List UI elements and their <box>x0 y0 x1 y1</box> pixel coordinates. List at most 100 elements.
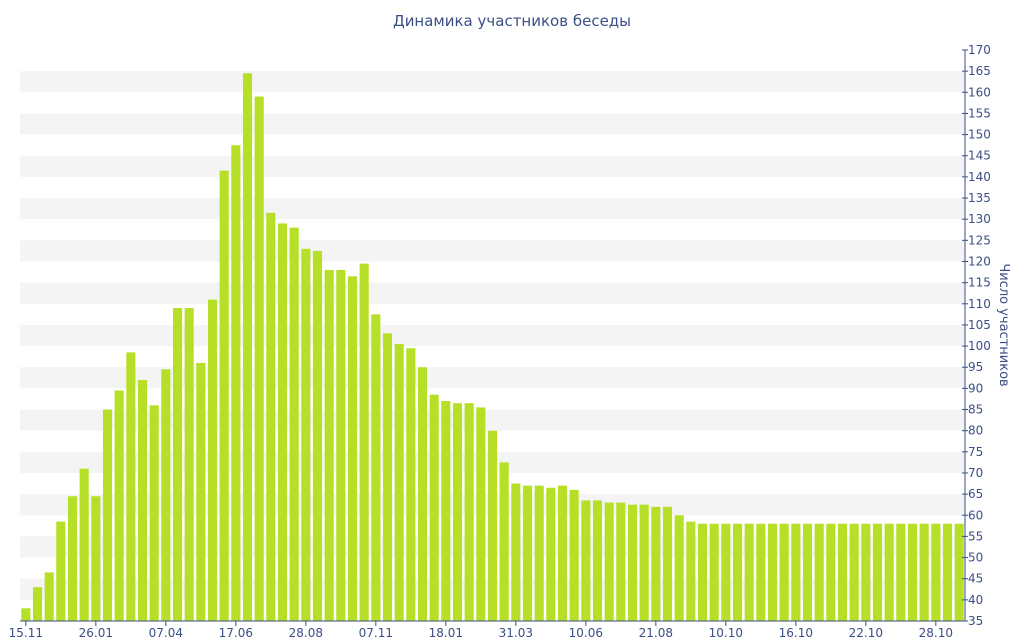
bar[interactable] <box>114 390 124 621</box>
bar[interactable] <box>651 506 661 621</box>
bar[interactable] <box>476 407 486 621</box>
bar[interactable] <box>312 250 323 621</box>
bar[interactable] <box>347 276 358 621</box>
bar[interactable] <box>569 489 579 621</box>
y-tick-label: 110 <box>968 297 991 311</box>
bar[interactable] <box>394 343 404 621</box>
bar[interactable] <box>511 483 521 621</box>
bar[interactable] <box>44 572 54 621</box>
bar[interactable] <box>779 523 789 621</box>
bar[interactable] <box>604 502 614 621</box>
bar[interactable] <box>686 521 696 621</box>
bar[interactable] <box>791 523 801 621</box>
y-tick-label: 95 <box>968 360 983 374</box>
bar[interactable] <box>896 523 906 621</box>
bar[interactable] <box>149 405 159 621</box>
bar[interactable] <box>79 468 89 621</box>
x-tick-label: 17.06 <box>219 626 253 640</box>
y-tick-label: 70 <box>968 466 983 480</box>
y-tick-label: 45 <box>968 572 983 586</box>
bar[interactable] <box>627 504 638 621</box>
bar[interactable] <box>452 403 463 621</box>
bar[interactable] <box>954 523 964 621</box>
bar[interactable] <box>429 394 439 621</box>
bar[interactable] <box>207 299 218 621</box>
y-axis-title: Число участников <box>996 263 1011 386</box>
bar[interactable] <box>172 308 183 621</box>
bar[interactable] <box>942 523 953 621</box>
bar[interactable] <box>557 485 568 621</box>
x-tick-label: 26.01 <box>79 626 113 640</box>
bar[interactable] <box>371 314 381 621</box>
bar[interactable] <box>231 145 241 622</box>
bar[interactable] <box>849 523 859 621</box>
bar[interactable] <box>826 523 836 621</box>
bar[interactable] <box>581 500 591 621</box>
bar[interactable] <box>732 523 743 621</box>
bar[interactable] <box>814 523 824 621</box>
bar[interactable] <box>592 500 603 621</box>
y-tick-label: 75 <box>968 445 983 459</box>
y-tick-label: 85 <box>968 403 983 417</box>
bar[interactable] <box>464 403 474 621</box>
bar[interactable] <box>21 608 31 621</box>
x-axis: 15.11 26.01 07.04 17.06 28.08 07.11 18.01 31.03… <box>9 620 965 640</box>
bar[interactable] <box>697 523 708 621</box>
bar[interactable] <box>137 379 148 621</box>
bar[interactable] <box>266 212 276 621</box>
bar[interactable] <box>767 523 778 621</box>
bar[interactable] <box>907 523 918 621</box>
y-tick-label: 40 <box>968 593 983 607</box>
bar[interactable] <box>254 96 264 621</box>
bar[interactable] <box>406 348 416 621</box>
bar[interactable] <box>487 430 498 621</box>
x-tick-label: 22.10 <box>849 626 883 640</box>
bar[interactable] <box>56 521 66 621</box>
bar[interactable] <box>837 523 848 621</box>
bar[interactable] <box>336 269 346 621</box>
bar[interactable] <box>522 485 533 621</box>
bar[interactable] <box>931 523 941 621</box>
bar[interactable] <box>196 362 206 621</box>
bar[interactable] <box>67 496 78 621</box>
bar[interactable] <box>184 308 194 621</box>
bar[interactable] <box>674 515 684 621</box>
x-tick-label: 10.06 <box>569 626 603 640</box>
bar[interactable] <box>872 523 883 621</box>
bar[interactable] <box>861 523 871 621</box>
y-tick-label: 50 <box>968 551 983 565</box>
bar[interactable] <box>499 462 509 621</box>
bar[interactable] <box>721 523 731 621</box>
bar[interactable] <box>242 73 253 621</box>
bar[interactable] <box>616 502 626 621</box>
bar[interactable] <box>382 333 393 621</box>
bar[interactable] <box>161 369 171 621</box>
chart-title: Динамика участников беседы <box>392 12 632 30</box>
bar[interactable] <box>802 523 813 621</box>
bar[interactable] <box>301 248 311 622</box>
bar[interactable] <box>919 523 929 621</box>
bar[interactable] <box>359 263 369 621</box>
bar[interactable] <box>639 504 649 621</box>
bar[interactable] <box>102 409 113 621</box>
bar[interactable] <box>126 352 136 621</box>
bar[interactable] <box>744 523 754 621</box>
y-tick-label: 165 <box>968 64 991 78</box>
y-tick-label: 90 <box>968 381 983 395</box>
bar[interactable] <box>91 496 101 621</box>
bar[interactable] <box>219 170 229 622</box>
bar[interactable] <box>289 227 299 621</box>
bar[interactable] <box>546 487 556 621</box>
bar[interactable] <box>662 506 673 621</box>
bar[interactable] <box>709 523 719 621</box>
bar[interactable] <box>534 485 544 621</box>
bar[interactable] <box>884 523 894 621</box>
bar[interactable] <box>324 269 334 621</box>
x-tick-label: 21.08 <box>639 626 673 640</box>
bar[interactable] <box>417 367 428 621</box>
bar[interactable] <box>32 587 43 621</box>
bar[interactable] <box>277 223 288 621</box>
bar[interactable] <box>441 401 451 621</box>
bar[interactable] <box>756 523 766 621</box>
y-tick-label: 125 <box>968 233 991 247</box>
